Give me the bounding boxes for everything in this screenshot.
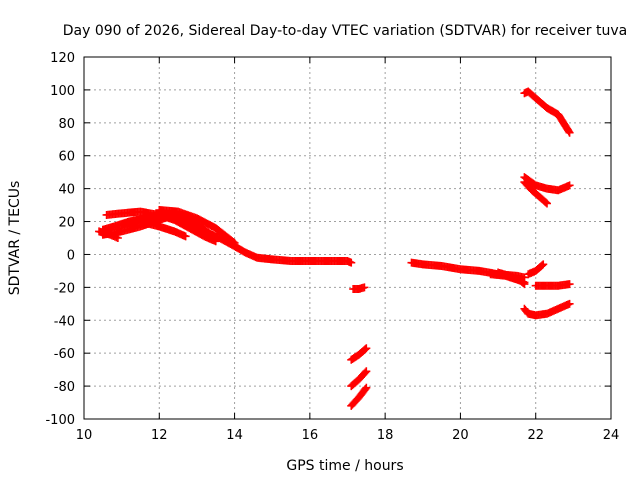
x-tick-label: 16 bbox=[302, 428, 319, 443]
data-point bbox=[520, 280, 529, 289]
series-track-7 bbox=[349, 283, 369, 294]
y-tick-label: 100 bbox=[50, 84, 75, 99]
grid-layer bbox=[84, 57, 611, 419]
series-track-10 bbox=[347, 383, 371, 410]
data-point bbox=[361, 345, 370, 354]
x-axis-label: GPS time / hours bbox=[286, 458, 403, 474]
y-tick-label: 60 bbox=[58, 150, 75, 165]
data-point bbox=[565, 128, 574, 137]
y-tick-label: -20 bbox=[54, 281, 75, 296]
data-point bbox=[565, 280, 574, 289]
data-point bbox=[541, 198, 550, 207]
y-tick-label: 0 bbox=[67, 248, 75, 263]
series-track-18 bbox=[531, 280, 574, 290]
y-tick-label: 120 bbox=[50, 51, 75, 66]
x-tick-label: 22 bbox=[527, 428, 544, 443]
data-point bbox=[538, 261, 547, 270]
series-track-9 bbox=[347, 367, 371, 391]
x-tick-label: 12 bbox=[151, 428, 168, 443]
axis-ticks: 10 12 14 16 18 20 22 24 -100 -80 -60 -40 -20 0 20 40 60 8… bbox=[45, 51, 619, 443]
data-point bbox=[229, 238, 238, 247]
x-tick-label: 14 bbox=[226, 428, 243, 443]
x-tick-label: 10 bbox=[76, 428, 93, 443]
data-point bbox=[347, 258, 356, 267]
data-point bbox=[361, 384, 370, 393]
data-point bbox=[543, 199, 552, 208]
data-point bbox=[565, 181, 574, 190]
data-point bbox=[362, 367, 371, 376]
data-point bbox=[539, 260, 548, 269]
series-track-14 bbox=[520, 87, 574, 137]
y-tick-label: -100 bbox=[45, 413, 75, 428]
data-point bbox=[230, 238, 239, 247]
data-point bbox=[211, 234, 220, 242]
series-track-15 bbox=[520, 173, 574, 195]
data-marks bbox=[95, 87, 574, 410]
y-tick-label: 40 bbox=[58, 183, 75, 198]
series-track-16 bbox=[520, 178, 552, 208]
x-tick-label: 24 bbox=[603, 428, 620, 443]
data-point bbox=[113, 234, 122, 242]
series-track-19 bbox=[520, 299, 574, 320]
series-track-6 bbox=[155, 206, 239, 247]
y-tick-label: -60 bbox=[54, 347, 75, 362]
series-track-13 bbox=[486, 270, 529, 289]
x-tick-label: 20 bbox=[452, 428, 469, 443]
x-tick-label: 18 bbox=[377, 428, 394, 443]
y-axis-label: SDTVAR / TECUs bbox=[7, 181, 23, 296]
chart-title: Day 090 of 2026, Sidereal Day-to-day VTE… bbox=[63, 23, 627, 39]
y-tick-label: -40 bbox=[54, 314, 75, 329]
data-point bbox=[565, 299, 574, 308]
series-track-8 bbox=[347, 344, 371, 364]
y-tick-label: -80 bbox=[54, 380, 75, 395]
data-point bbox=[361, 368, 370, 377]
data-point bbox=[360, 283, 369, 292]
data-point bbox=[362, 383, 371, 392]
y-tick-label: 80 bbox=[58, 117, 75, 132]
series-track-5 bbox=[95, 227, 122, 242]
plot-frame bbox=[83, 56, 612, 420]
series-track-4 bbox=[117, 217, 190, 241]
data-point bbox=[210, 233, 219, 242]
data-point bbox=[181, 232, 190, 241]
data-point bbox=[519, 278, 528, 287]
series-track-17 bbox=[524, 260, 548, 279]
data-point bbox=[362, 344, 371, 353]
y-tick-label: 20 bbox=[58, 216, 75, 231]
data-point bbox=[564, 127, 573, 136]
